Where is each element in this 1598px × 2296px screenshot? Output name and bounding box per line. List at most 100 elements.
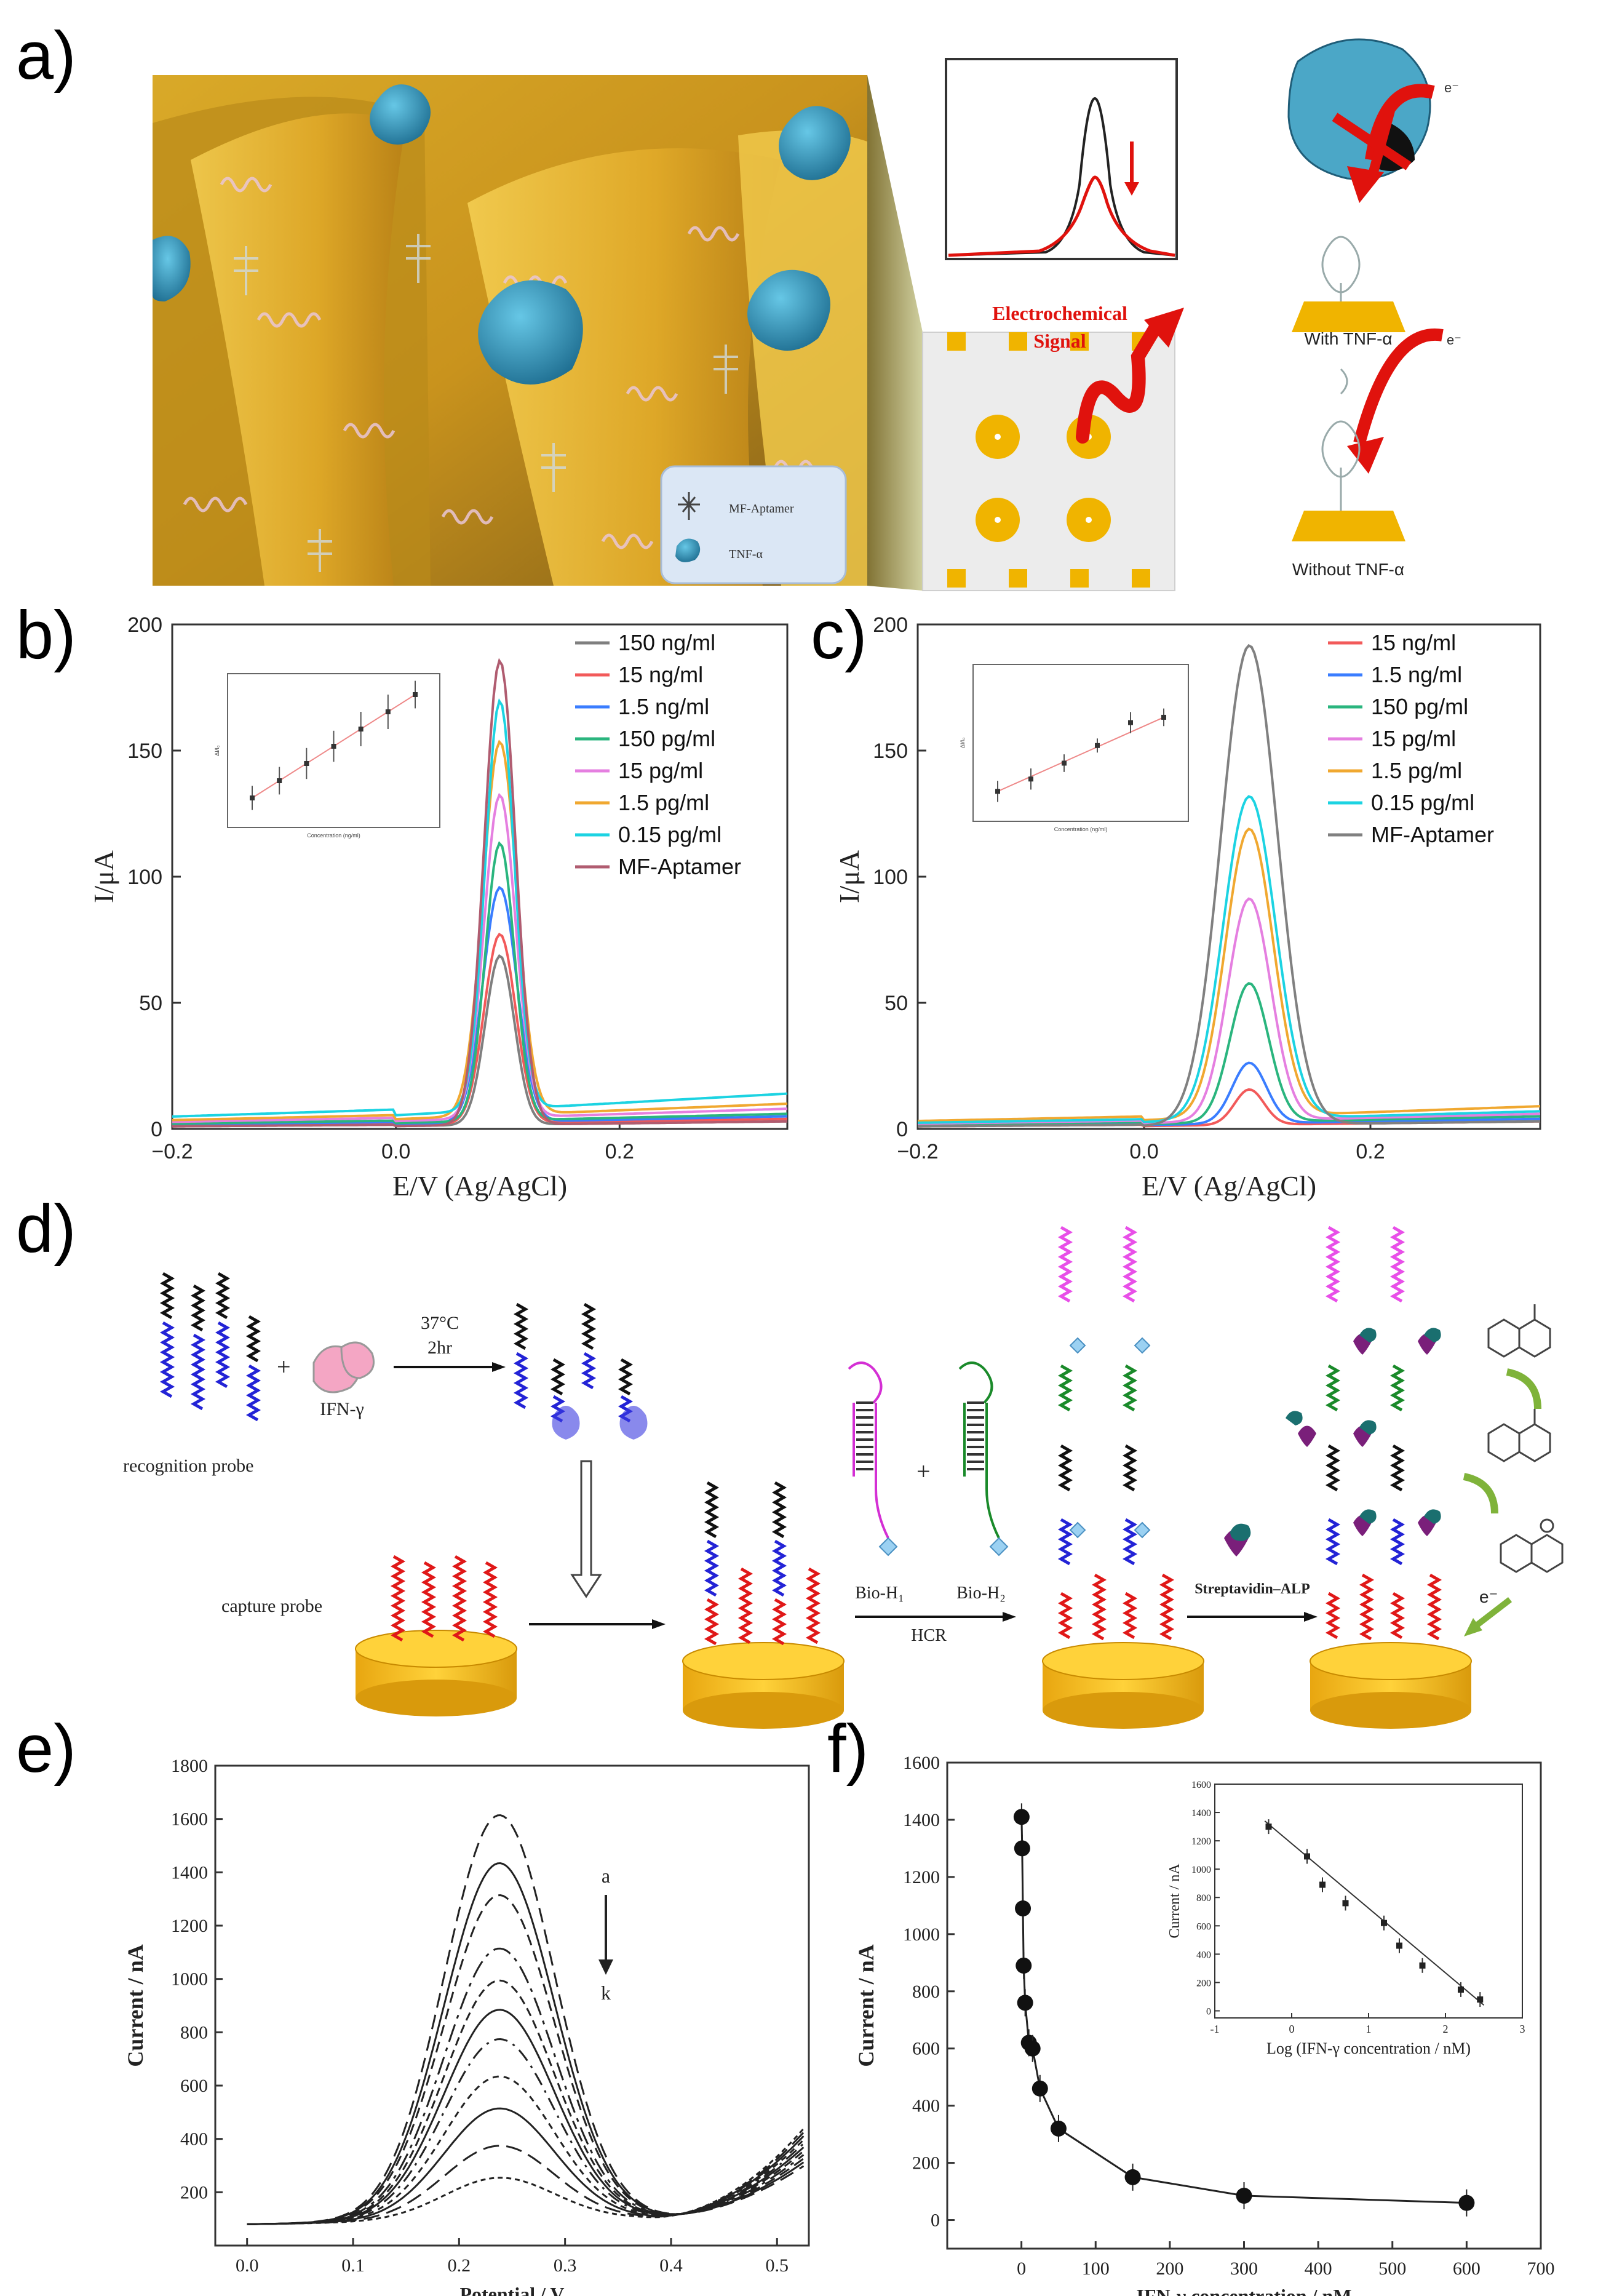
tnf-legend-icon [675,538,701,562]
y-tick-label: 150 [873,739,908,763]
inset-y-label: ΔI/I₀ [960,738,966,749]
x-tick-label: 0.1 [341,2255,365,2276]
x-tick-label: 200 [1156,2258,1183,2279]
x-tick-label: 0.4 [659,2255,683,2276]
inset-point [304,761,309,766]
inset-point [250,795,255,800]
inset-x-tick-label: 1 [1366,2023,1372,2035]
inset-point [1419,1962,1426,1969]
x-tick-label: 0.2 [605,1140,634,1163]
chart-f: 0 100 200 300 400 500 600 700020040060080010001… [854,1753,1555,2296]
arrow-bottom-label: k [601,1982,611,2004]
x-tick-label: 0.3 [554,2255,577,2276]
inset-x-tick-label: -1 [1210,2023,1220,2035]
legend-label: 15 pg/ml [1371,726,1456,751]
x-axis-label: Potential / V [459,2283,564,2296]
time-label: 2hr [427,1337,452,1358]
y-tick-label: 600 [180,2076,208,2096]
data-point [1236,2188,1252,2204]
y-tick-label: 600 [912,2039,940,2059]
inset-x-tick-label: 0 [1289,2023,1295,2035]
dpv-curve [247,1862,805,2225]
inset-point [385,709,391,714]
legend-label: 1.5 pg/ml [618,790,709,815]
y-tick-label: 400 [180,2129,208,2150]
inset-y-tick-label: 600 [1196,1921,1211,1932]
signal-wave-arrow [1076,319,1163,444]
x-tick-label: 0.0 [236,2255,259,2276]
plus-2: + [916,1457,931,1485]
inset-y-label: Current / nA [1167,1864,1183,1939]
x-tick-label: 700 [1527,2258,1555,2279]
naphthyl-phosphate-structure [1487,1304,1551,1358]
y-tick-label: 1600 [171,1809,208,1830]
gold-electrode-with [1292,301,1405,332]
inset-point [1028,776,1033,782]
x-tick-label: 0.2 [1356,1140,1385,1163]
inset-point [1319,1881,1326,1888]
y-tick-label: 1000 [903,1924,940,1945]
reaction-arrow-2 [1463,1473,1498,1514]
inset-x-tick-label: 3 [1520,2023,1525,2035]
electrode-hcr [1042,1226,1204,1729]
panel-label-d: d) [16,1191,76,1267]
y-tick-label: 1800 [171,1756,208,1776]
electrode-alp [1286,1226,1472,1729]
binding-down-arrow [570,1460,602,1598]
electron-label-without: e⁻ [1447,332,1461,348]
y-axis-label: Current / nA [854,1944,878,2067]
dpv-curve [247,2009,805,2225]
trend-arrow-head [598,1959,613,1975]
inset-point [277,778,282,783]
legend-aptamer-label: MF-Aptamer [729,502,794,516]
inset-point [1381,1919,1387,1926]
ifn-gamma-label: IFN-γ [320,1399,364,1419]
inset-frame [1214,1784,1523,2019]
y-tick-label: 1200 [903,1867,940,1887]
data-point [1014,1840,1030,1857]
data-point [1017,1995,1033,2011]
x-axis-label: E/V (Ag/AgCl) [1142,1170,1316,1202]
panel-label-e: e) [16,1711,76,1787]
legend-label: MF-Aptamer [1371,822,1494,847]
y-axis-label: Current / nA [123,1944,148,2067]
data-point [1032,2080,1048,2097]
y-axis-label: I/μA [833,850,865,903]
inset-fit-line [1264,1820,1485,2006]
y-tick-label: 50 [884,992,908,1015]
zoom-wedge [867,75,923,591]
inset-point [1161,714,1166,720]
inset-fit-line [997,717,1164,792]
temperature-label: 37°C [421,1313,459,1333]
with-tnf-label: With TNF-α [1304,329,1392,348]
electrode-chip [922,332,1175,591]
chart-c: −0.2 0.0 0.2 0 50 100 150 200 E/V (Ag/AgCl) I/μA 1… [833,613,1541,1202]
x-tick-label: −0.2 [151,1140,193,1163]
signal-label-line1: Electrochemical [992,302,1127,324]
reaction-arrow-1 [1506,1368,1541,1409]
inset-point [358,727,364,731]
without-tnf-label: Without TNF-α [1292,560,1404,579]
inset-point [1062,760,1067,766]
y-tick-label: 1400 [903,1810,940,1830]
recognition-probe-label: recognition probe [123,1456,253,1476]
y-tick-label: 100 [127,866,162,889]
legend-label: 150 pg/ml [1371,694,1468,719]
dpv-curve [247,2131,805,2225]
data-point [1013,1809,1030,1825]
data-point [1458,2194,1475,2211]
y-tick-label: 100 [873,866,908,889]
inset-point [1477,1996,1484,2003]
y-tick-label: 400 [912,2096,940,2116]
plot-frame [214,1764,810,2247]
naphthol-structure [1487,1409,1551,1462]
x-tick-label: 0.0 [381,1140,410,1163]
x-tick-label: 0 [1017,2258,1026,2279]
legend-label: 15 pg/ml [618,758,703,783]
dpv-curve [247,1814,805,2225]
electron-label-d: e⁻ [1479,1587,1498,1606]
inset-y-tick-label: 1600 [1191,1780,1211,1790]
x-axis-label: E/V (Ag/AgCl) [392,1170,567,1202]
chart-b: −0.2 0.0 0.2 0 50 100 150 200 E/V (Ag/AgCl) I/μA 1… [88,613,789,1202]
legend-label: 150 pg/ml [618,726,715,751]
